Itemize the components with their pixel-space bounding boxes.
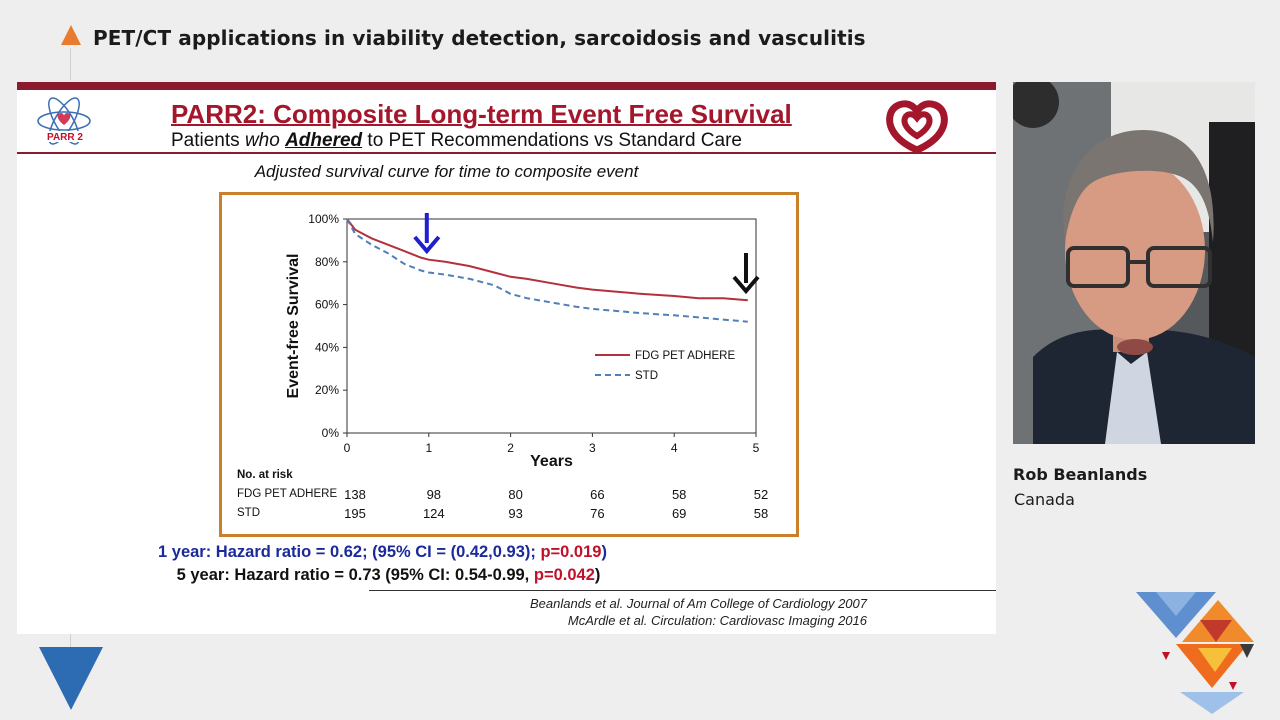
heart-society-logo-icon	[886, 100, 948, 154]
presentation-slide: PARR 2 PARR2: Composite Long-term Event …	[17, 82, 996, 634]
y-tick-label: 100%	[308, 212, 339, 226]
risk-table-cell: 58	[754, 506, 768, 521]
series-line-1	[346, 218, 748, 323]
x-axis-label: Years	[530, 453, 573, 470]
y-tick-label: 0%	[322, 426, 340, 440]
risk-table-cell: 124	[423, 506, 445, 521]
risk-table-cell: 58	[672, 487, 686, 502]
bottom-divider-line	[70, 634, 71, 647]
risk-table-cell: 76	[590, 506, 604, 521]
speaker-country: Canada	[1014, 490, 1075, 509]
risk-table-cell: 138	[344, 487, 366, 502]
speaker-video-frame	[1013, 82, 1255, 444]
reference-1: Beanlands et al. Journal of Am College o…	[529, 596, 867, 611]
parr2-logo-icon: PARR 2	[37, 97, 91, 145]
y-tick-label: 80%	[315, 255, 339, 269]
x-tick-label: 3	[589, 441, 596, 455]
session-title: PET/CT applications in viability detecti…	[93, 26, 866, 50]
risk-table-cell: 98	[427, 487, 441, 502]
risk-table-cell: 66	[590, 487, 604, 502]
series-line-0	[346, 218, 748, 302]
session-marker-icon	[61, 25, 81, 45]
slide-title: PARR2: Composite Long-term Event Free Su…	[171, 99, 792, 129]
title-underline-rule	[17, 152, 996, 154]
risk-table-cell: 52	[754, 487, 768, 502]
imaging-mosaic-logo-icon	[1136, 592, 1254, 714]
annotation-arrow-head	[413, 235, 441, 255]
slide-subtitle: Patients who Adhered to PET Recommendati…	[171, 130, 742, 151]
risk-table-row-label: FDG PET ADHERE	[237, 488, 337, 500]
plot-area	[346, 218, 757, 434]
x-tick-label: 4	[671, 441, 678, 455]
annotation-arrow-head	[732, 275, 760, 295]
legend-label: FDG PET ADHERE	[635, 350, 735, 362]
y-tick-label: 60%	[315, 298, 339, 312]
risk-table-header: No. at risk	[237, 469, 293, 481]
risk-table-cell: 93	[508, 506, 522, 521]
x-tick-label: 2	[507, 441, 514, 455]
risk-table-cell: 69	[672, 506, 686, 521]
y-tick-label: 40%	[315, 340, 339, 354]
risk-table-cell: 195	[344, 506, 366, 521]
hazard-ratio-1-year: 1 year: Hazard ratio = 0.62; (95% CI = (…	[158, 543, 607, 561]
slide-top-bar	[17, 82, 996, 90]
hazard-ratio-5-year: 5 year: Hazard ratio = 0.73 (95% CI: 0.5…	[176, 566, 601, 584]
session-header: PET/CT applications in viability detecti…	[0, 0, 1280, 80]
svg-text:PARR 2: PARR 2	[47, 132, 83, 143]
x-tick-label: 5	[753, 441, 760, 455]
risk-table-row-label: STD	[237, 507, 260, 519]
risk-table-cell: 80	[508, 487, 522, 502]
survival-chart-frame: 0% 20% 40% 60% 80% 100% 0 1 2 3 4 5 Years Event-free …	[219, 192, 799, 537]
speaker-video	[1013, 82, 1255, 444]
speaker-name: Rob Beanlands	[1013, 465, 1148, 484]
chart-caption: Adjusted survival curve for time to comp…	[254, 162, 639, 181]
reference-2: McArdle et al. Circulation: Cardiovasc I…	[567, 613, 867, 628]
survival-chart: 0% 20% 40% 60% 80% 100% 0 1 2 3 4 5 Years Event-free …	[237, 212, 768, 521]
x-tick-label: 0	[344, 441, 351, 455]
bottom-triangle-icon	[39, 647, 103, 710]
legend-label: STD	[635, 370, 658, 382]
y-axis-label: Event-free Survival	[285, 254, 302, 399]
y-tick-label: 20%	[315, 383, 339, 397]
reference-rule	[369, 590, 996, 591]
x-tick-label: 1	[425, 441, 432, 455]
session-divider-line	[70, 48, 71, 80]
